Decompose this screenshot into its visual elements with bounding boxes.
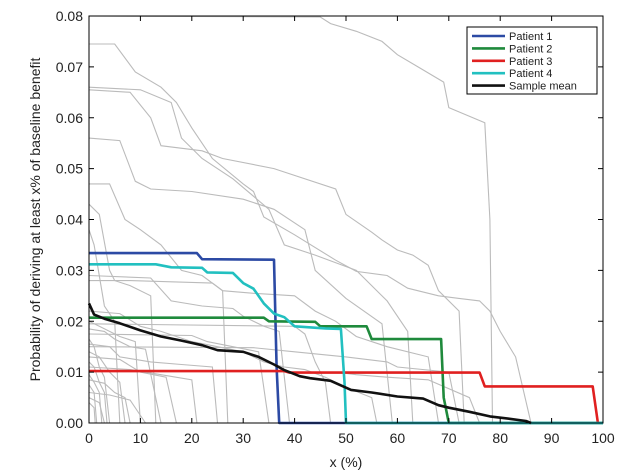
x-tick-label: 70 bbox=[441, 430, 457, 446]
background-series-line-24 bbox=[88, 384, 98, 424]
legend-label: Patient 2 bbox=[509, 43, 552, 55]
x-tick-label: 80 bbox=[492, 430, 508, 446]
y-axis-label: Probability of deriving at least x% of b… bbox=[27, 58, 43, 382]
legend-label: Sample mean bbox=[509, 81, 577, 93]
x-tick-label: 40 bbox=[287, 430, 303, 446]
background-series-line-13 bbox=[88, 328, 162, 424]
x-axis-label: x (%) bbox=[330, 454, 363, 470]
background-series-line-23 bbox=[88, 379, 131, 424]
x-tick-label: 30 bbox=[235, 430, 251, 446]
x-tick-label: 0 bbox=[85, 430, 93, 446]
main-series-group bbox=[87, 251, 603, 425]
y-tick-label: 0.01 bbox=[56, 364, 83, 380]
background-series-line-28 bbox=[335, 371, 481, 424]
background-series-line-26 bbox=[88, 397, 105, 424]
y-tick-label: 0.02 bbox=[56, 313, 83, 329]
background-series-line-14 bbox=[88, 333, 270, 424]
background-series-line-27 bbox=[88, 402, 96, 424]
series-line-patient-4 bbox=[89, 263, 603, 425]
background-series-line-10 bbox=[88, 274, 291, 424]
x-tick-label: 20 bbox=[184, 430, 200, 446]
x-axis: 0 10 20 30 40 50 60 70 80 90 100 bbox=[85, 16, 615, 446]
x-tick-label: 50 bbox=[338, 430, 354, 446]
background-series-line-12 bbox=[88, 320, 141, 424]
background-series-line-29 bbox=[88, 323, 332, 424]
y-tick-label: 0.03 bbox=[56, 262, 83, 278]
background-series-line-25 bbox=[88, 391, 146, 424]
legend-label: Patient 1 bbox=[509, 31, 552, 43]
background-series-line-17 bbox=[88, 346, 460, 424]
y-tick-label: 0.07 bbox=[56, 59, 83, 75]
legend-label: Patient 3 bbox=[509, 56, 552, 68]
background-series-line-4 bbox=[88, 89, 465, 424]
x-tick-label: 10 bbox=[133, 430, 149, 446]
y-tick-label: 0.06 bbox=[56, 110, 83, 126]
background-series-line-9 bbox=[89, 280, 440, 424]
background-series-line-6 bbox=[89, 183, 229, 424]
series-line-sample-mean bbox=[87, 302, 532, 425]
y-tick-label: 0.04 bbox=[56, 212, 83, 228]
x-tick-label: 60 bbox=[390, 430, 406, 446]
y-axis: 0.00 0.01 0.02 0.03 0.04 0.05 0.06 0.07 0.08 bbox=[56, 8, 603, 431]
background-series-line-2 bbox=[89, 43, 532, 424]
y-tick-label: 0.08 bbox=[56, 8, 83, 24]
y-tick-label: 0.05 bbox=[56, 161, 83, 177]
background-series-line-1 bbox=[88, 15, 494, 424]
x-tick-label: 100 bbox=[591, 430, 615, 446]
background-series-line-3 bbox=[88, 86, 414, 424]
background-series-line-7 bbox=[88, 203, 157, 424]
background-series-line-21 bbox=[88, 366, 198, 424]
background-series-line-5 bbox=[88, 137, 393, 424]
legend-label: Patient 4 bbox=[509, 68, 552, 80]
y-tick-label: 0.00 bbox=[56, 415, 83, 431]
background-series-line-8 bbox=[88, 229, 121, 424]
x-tick-label: 90 bbox=[544, 430, 560, 446]
background-series-group bbox=[88, 15, 532, 424]
